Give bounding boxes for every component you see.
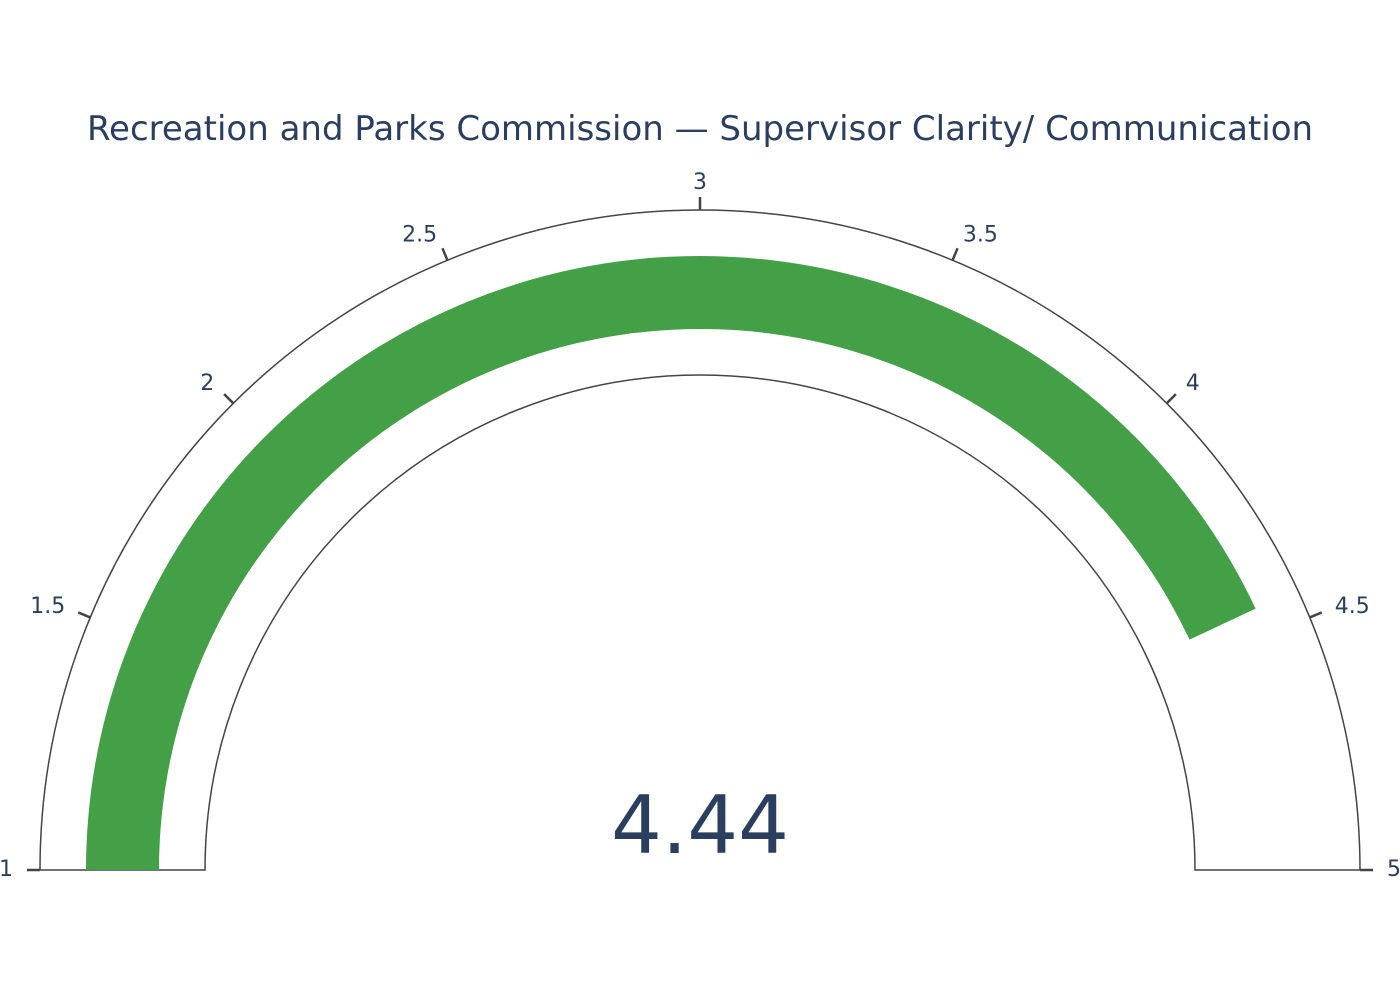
gauge-tick-mark (951, 247, 959, 261)
gauge-tick-group: 1 1.5 2 2.5 3 3.5 4 4.5 5 (0, 170, 1400, 882)
gauge-value-bar (86, 256, 1256, 871)
gauge-tick-label: 3.5 (963, 222, 998, 247)
gauge-tick-mark (223, 393, 235, 405)
gauge-tick-label: 2 (200, 371, 214, 396)
gauge-tick-mark (441, 247, 449, 261)
gauge-tick-label: 4 (1186, 371, 1200, 396)
gauge-tick-label: 5 (1387, 857, 1400, 882)
gauge-tick-mark (1309, 611, 1323, 619)
gauge-tick-label: 4.5 (1335, 594, 1370, 619)
chart-title: Recreation and Parks Commission — Superv… (87, 109, 1313, 149)
gauge-outline (39, 209, 1361, 871)
gauge-tick-label: 1.5 (30, 594, 65, 619)
gauge-tick-label: 2.5 (402, 222, 437, 247)
gauge-tick-label: 3 (693, 170, 707, 195)
gauge-value-label: 4.44 (611, 779, 789, 872)
gauge-tick-label: 1 (0, 857, 13, 882)
gauge-tick-mark (77, 611, 91, 619)
gauge-tick-mark (1165, 393, 1177, 405)
